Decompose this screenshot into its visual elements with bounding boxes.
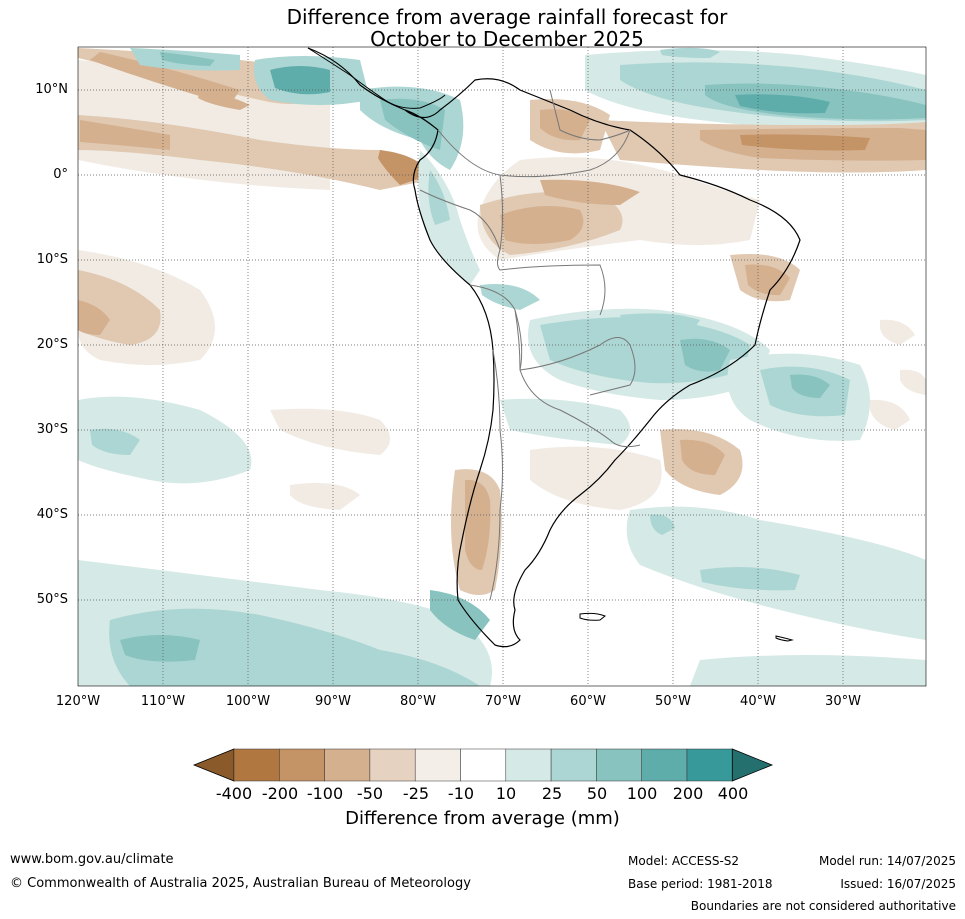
colorbar-swatch bbox=[279, 748, 325, 782]
lat-label: 0° bbox=[53, 167, 68, 182]
lat-label: 40°S bbox=[36, 507, 68, 522]
colorbar-swatch bbox=[324, 748, 371, 782]
lon-label: 100°W bbox=[225, 694, 271, 709]
boundaries-disclaimer: Boundaries are not considered authoritat… bbox=[690, 899, 956, 913]
colorbar-tick: -200 bbox=[261, 784, 299, 803]
colorbar-swatch bbox=[686, 748, 733, 782]
colorbar-swatch bbox=[550, 748, 597, 782]
south-georgia bbox=[775, 635, 794, 642]
colorbar-tick: 25 bbox=[541, 784, 563, 803]
colorbar-extend-high bbox=[731, 748, 774, 782]
lat-label: 50°S bbox=[36, 592, 68, 607]
colorbar-tick: -100 bbox=[306, 784, 344, 803]
colorbar-swatch bbox=[414, 748, 461, 782]
lat-label: 10°N bbox=[35, 82, 68, 97]
copyright-text: © Commonwealth of Australia 2025, Austra… bbox=[10, 876, 471, 891]
map-title-line2: October to December 2025 bbox=[370, 27, 644, 51]
lat-label: 10°S bbox=[36, 252, 68, 267]
colorbar-swatch bbox=[460, 748, 507, 782]
central-america-coastline bbox=[307, 47, 446, 109]
colorbar-swatch bbox=[641, 748, 688, 782]
lon-label: 90°W bbox=[315, 694, 351, 709]
website-link[interactable]: www.bom.gov.au/climate bbox=[10, 852, 174, 867]
south-america-coastline bbox=[307, 47, 801, 648]
lon-label: 40°W bbox=[740, 694, 776, 709]
lon-label: 70°W bbox=[485, 694, 521, 709]
wet-region-southeast-pacific bbox=[78, 396, 252, 484]
lon-label: 60°W bbox=[570, 694, 606, 709]
colorbar-tick: -25 bbox=[402, 784, 430, 803]
colorbar-swatch bbox=[596, 748, 642, 782]
colorbar-tick: 400 bbox=[717, 784, 749, 803]
colorbar-swatch bbox=[369, 748, 416, 782]
lon-label: 110°W bbox=[140, 694, 186, 709]
lon-label: 30°W bbox=[825, 694, 861, 709]
colorbar-tick: -10 bbox=[447, 784, 475, 803]
lon-label: 80°W bbox=[400, 694, 436, 709]
colorbar-tick: 100 bbox=[626, 784, 658, 803]
colorbar-swatch bbox=[505, 748, 552, 782]
colorbar bbox=[192, 748, 774, 782]
lon-label: 120°W bbox=[55, 694, 101, 709]
issued-date: Issued: 16/07/2025 bbox=[840, 877, 956, 891]
colorbar-label: Difference from average (mm) bbox=[345, 808, 620, 829]
base-period: Base period: 1981-2018 bbox=[628, 877, 773, 891]
colorbar-tick: 200 bbox=[672, 784, 704, 803]
colorbar-tick: -400 bbox=[215, 784, 253, 803]
map-title-line1: Difference from average rainfall forecas… bbox=[286, 5, 728, 29]
colorbar-extend-low bbox=[192, 748, 235, 782]
lat-label: 30°S bbox=[36, 422, 68, 437]
lat-label: 20°S bbox=[36, 337, 68, 352]
model-name: Model: ACCESS-S2 bbox=[628, 854, 740, 868]
colorbar-tick: 50 bbox=[586, 784, 608, 803]
country-borders bbox=[419, 89, 641, 601]
colorbar-tick: 10 bbox=[495, 784, 517, 803]
model-run-date: Model run: 14/07/2025 bbox=[818, 854, 956, 868]
colorbar-swatch bbox=[233, 748, 280, 782]
colorbar-tick: -50 bbox=[356, 784, 384, 803]
falkland-islands bbox=[579, 612, 606, 621]
lon-label: 50°W bbox=[655, 694, 691, 709]
